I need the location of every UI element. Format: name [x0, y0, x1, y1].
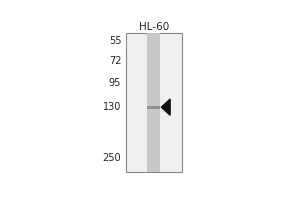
Text: 55: 55 — [109, 36, 121, 46]
Text: 72: 72 — [109, 56, 121, 66]
Text: 250: 250 — [103, 153, 121, 163]
Text: 95: 95 — [109, 78, 121, 88]
FancyBboxPatch shape — [126, 33, 182, 172]
Text: HL-60: HL-60 — [139, 22, 169, 32]
Polygon shape — [161, 99, 170, 115]
Text: 130: 130 — [103, 102, 121, 112]
Bar — [147, 33, 160, 172]
Bar — [147, 106, 160, 109]
